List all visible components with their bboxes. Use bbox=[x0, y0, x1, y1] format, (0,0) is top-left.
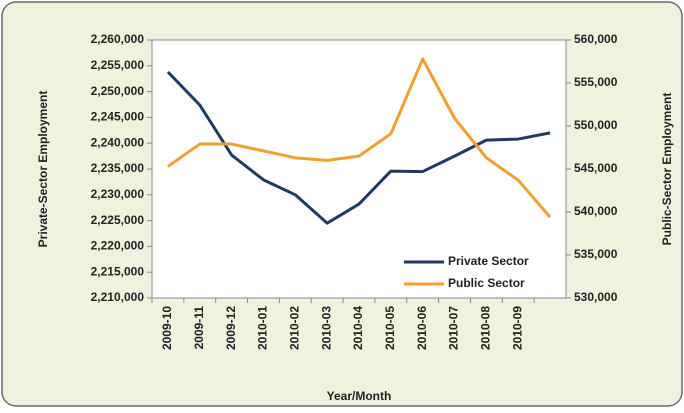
legend-label: Public Sector bbox=[448, 276, 525, 290]
y2-tick-label: 530,000 bbox=[574, 290, 618, 304]
x-tick-label: 2010-01 bbox=[256, 306, 270, 350]
x-tick-label: 2010-08 bbox=[479, 306, 493, 350]
y-axis-title: Private-Sector Employment bbox=[36, 91, 50, 248]
y2-tick-label: 550,000 bbox=[574, 118, 618, 132]
y-tick-label: 2,260,000 bbox=[91, 32, 145, 46]
y-tick-label: 2,250,000 bbox=[91, 84, 145, 98]
y-tick-label: 2,230,000 bbox=[91, 187, 145, 201]
x-tick-label: 2009-12 bbox=[224, 306, 238, 350]
y-tick-label: 2,215,000 bbox=[91, 264, 145, 278]
y-tick-label: 2,245,000 bbox=[91, 110, 145, 124]
y2-tick-label: 540,000 bbox=[574, 204, 618, 218]
y2-tick-label: 545,000 bbox=[574, 161, 618, 175]
y-tick-label: 2,240,000 bbox=[91, 135, 145, 149]
data-line bbox=[167, 57, 552, 219]
x-tick-label: 2010-04 bbox=[351, 306, 365, 350]
x-tick-label: 2010-09 bbox=[510, 306, 524, 350]
y2-tick-label: 535,000 bbox=[574, 247, 618, 261]
y-tick-label: 2,220,000 bbox=[91, 239, 145, 253]
data-line bbox=[166, 70, 551, 225]
y2-axis-title: Public-Sector Employment bbox=[660, 93, 674, 246]
y-tick-label: 2,255,000 bbox=[91, 58, 145, 72]
y-tick-label: 2,225,000 bbox=[91, 213, 145, 227]
x-tick-label: 2010-05 bbox=[383, 306, 397, 350]
x-tick-label: 2010-06 bbox=[415, 306, 429, 350]
x-tick-label: 2010-03 bbox=[319, 306, 333, 350]
x-tick-label: 2009-11 bbox=[192, 306, 206, 350]
x-tick-label: 2009-10 bbox=[160, 306, 174, 350]
y-tick-label: 2,210,000 bbox=[91, 290, 145, 304]
x-tick-label: 2010-02 bbox=[287, 306, 301, 350]
x-tick-label: 2010-07 bbox=[447, 306, 461, 350]
y2-tick-label: 560,000 bbox=[574, 32, 618, 46]
y-tick-label: 2,235,000 bbox=[91, 161, 145, 175]
legend-label: Private Sector bbox=[448, 254, 529, 268]
y2-tick-label: 555,000 bbox=[574, 75, 618, 89]
plot-area bbox=[151, 39, 567, 299]
x-axis-title: Year/Month bbox=[327, 389, 392, 403]
